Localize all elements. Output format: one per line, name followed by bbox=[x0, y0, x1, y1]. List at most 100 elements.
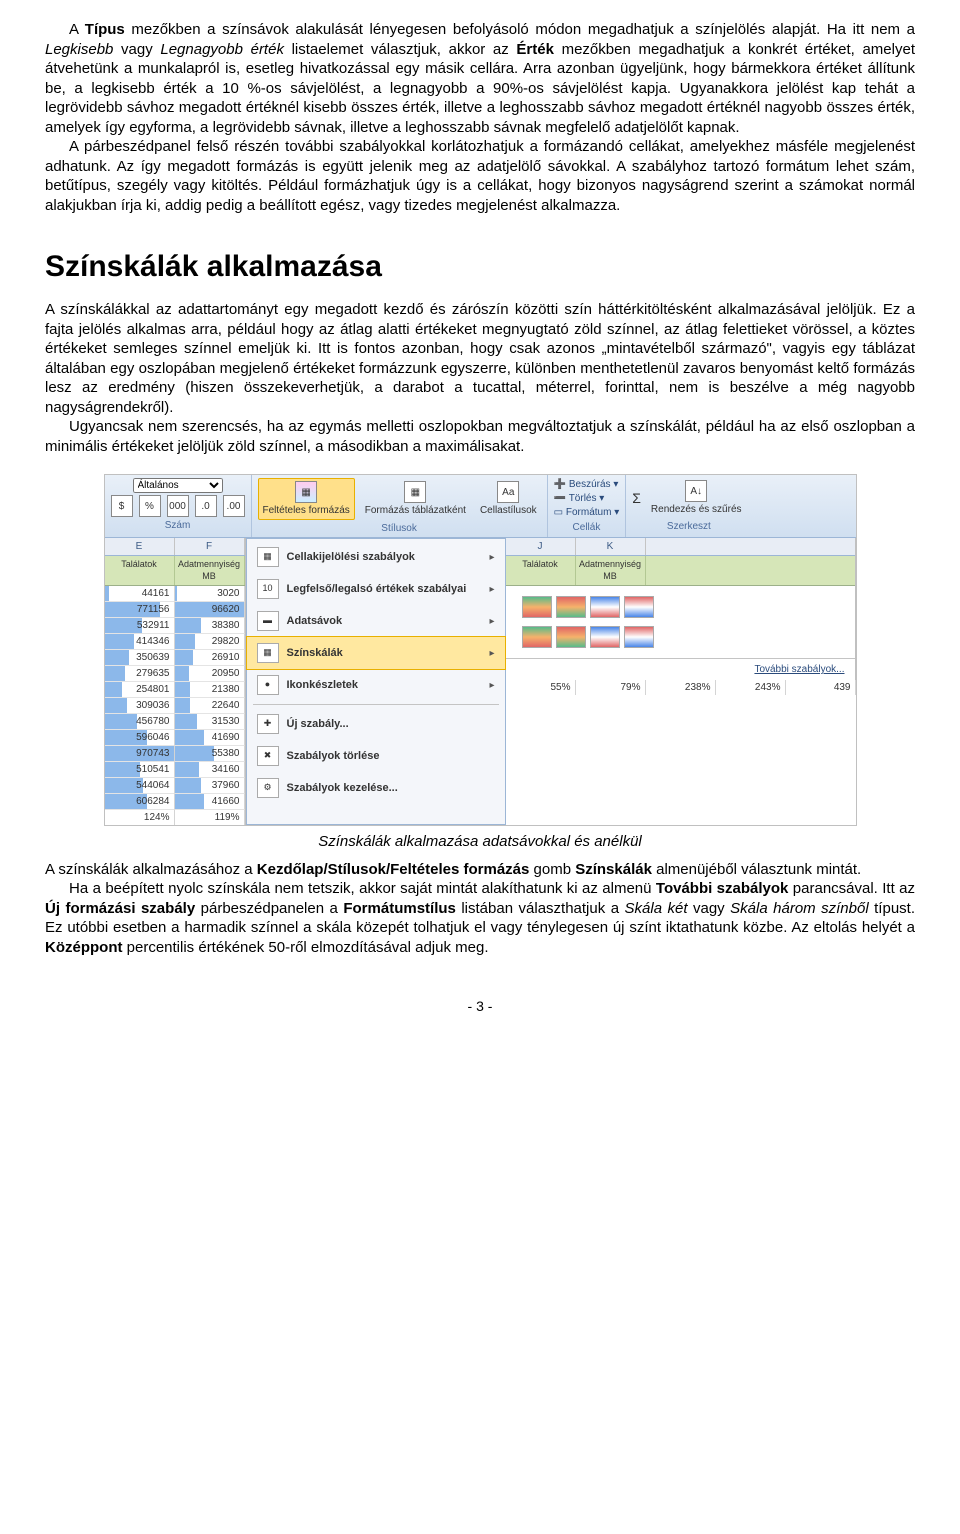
menu-item[interactable]: ⚙ Szabályok kezelése... bbox=[247, 772, 505, 804]
pct-cell: 439 bbox=[786, 680, 856, 695]
right-sheet: J K Találatok Adatmennyiség MB További s… bbox=[506, 538, 856, 680]
ribbon-group-cells: ➕ Beszúrás ▾ ➖ Törlés ▾ ▭ Formátum ▾ Cel… bbox=[548, 475, 627, 537]
figure-caption: Színskálák alkalmazása adatsávokkal és a… bbox=[45, 832, 915, 852]
table-cell[interactable]: 510541 bbox=[105, 762, 175, 778]
chevron-right-icon: ▸ bbox=[489, 583, 494, 596]
table-cell[interactable]: 350639 bbox=[105, 650, 175, 666]
table-cell[interactable]: 544064 bbox=[105, 778, 175, 794]
table-cell[interactable]: 309036 bbox=[105, 698, 175, 714]
table-cell[interactable]: 254801 bbox=[105, 682, 175, 698]
table-cell[interactable]: 96620 bbox=[175, 602, 245, 618]
paragraph-4: Ugyancsak nem szerencsés, ha az egymás m… bbox=[45, 417, 915, 456]
chevron-right-icon: ▸ bbox=[489, 615, 494, 628]
table-cell[interactable]: 55380 bbox=[175, 746, 245, 762]
inc-decimal-icon[interactable]: .0 bbox=[195, 495, 217, 517]
pct-cell: 243% bbox=[716, 680, 786, 695]
chevron-right-icon: ▸ bbox=[489, 551, 494, 564]
dec-decimal-icon[interactable]: .00 bbox=[223, 495, 245, 517]
table-cell[interactable]: 41660 bbox=[175, 794, 245, 810]
menu-item[interactable]: ▦Cellakijelölési szabályok▸ bbox=[247, 541, 505, 573]
insert-button[interactable]: ➕ Beszúrás ▾ bbox=[554, 478, 620, 491]
ribbon-group-styles: ▦ Feltételes formázás ▦ Formázás tábláza… bbox=[252, 475, 548, 537]
menu-item[interactable]: ✚Új szabály... bbox=[247, 708, 505, 740]
cond-fmt-menu: ▦Cellakijelölési szabályok▸10Legfelső/le… bbox=[246, 538, 506, 825]
menu-icon: ▦ bbox=[257, 547, 279, 567]
col-header[interactable]: F bbox=[175, 538, 245, 555]
page-number: - 3 - bbox=[45, 997, 915, 1015]
color-scale-swatches bbox=[512, 592, 849, 622]
more-rules-link[interactable]: További szabályok... bbox=[506, 658, 855, 680]
table-cell[interactable]: 29820 bbox=[175, 634, 245, 650]
paragraph-6: Ha a beépített nyolc színskála nem tetsz… bbox=[45, 879, 915, 957]
pct-cell: 124% bbox=[105, 810, 175, 825]
menu-item[interactable]: ▦Színskálák▸ bbox=[246, 636, 506, 670]
menu-label: Szabályok kezelése... bbox=[287, 781, 495, 795]
col-header[interactable]: J bbox=[506, 538, 576, 555]
delete-button[interactable]: ➖ Törlés ▾ bbox=[554, 492, 620, 505]
menu-icon: ⚙ bbox=[257, 778, 279, 798]
group-label-styles: Stílusok bbox=[381, 522, 417, 535]
heading-color-scales: Színskálák alkalmazása bbox=[45, 247, 915, 286]
format-button[interactable]: ▭ Formátum ▾ bbox=[554, 506, 620, 519]
table-cell[interactable]: 3020 bbox=[175, 586, 245, 602]
menu-icon: ✚ bbox=[257, 714, 279, 734]
menu-label: Ikonkészletek bbox=[287, 678, 482, 692]
data-header: Adatmennyiség MB bbox=[175, 556, 245, 585]
cell-styles-button[interactable]: Aa Cellastílusok bbox=[476, 479, 541, 519]
menu-item[interactable]: ✖Szabályok törlése bbox=[247, 740, 505, 772]
left-sheet: E F Találatok Adatmennyiség MB 441613020… bbox=[105, 538, 246, 825]
table-cell[interactable]: 532911 bbox=[105, 618, 175, 634]
data-header: Találatok bbox=[105, 556, 175, 585]
menu-item[interactable]: 10Legfelső/legalsó értékek szabályai▸ bbox=[247, 573, 505, 605]
table-cell[interactable]: 279635 bbox=[105, 666, 175, 682]
menu-label: Színskálák bbox=[287, 646, 482, 660]
table-cell[interactable]: 26910 bbox=[175, 650, 245, 666]
paragraph-1: A Típus mezőkben a színsávok alakulását … bbox=[45, 20, 915, 137]
percent-icon[interactable]: % bbox=[139, 495, 161, 517]
table-cell[interactable]: 606284 bbox=[105, 794, 175, 810]
table-cell[interactable]: 456780 bbox=[105, 714, 175, 730]
table-cell[interactable]: 31530 bbox=[175, 714, 245, 730]
color-scale-swatch[interactable] bbox=[522, 596, 552, 618]
format-as-table-button[interactable]: ▦ Formázás táblázatként bbox=[361, 479, 470, 519]
col-header[interactable]: E bbox=[105, 538, 175, 555]
table-cell[interactable]: 34160 bbox=[175, 762, 245, 778]
menu-icon: ✖ bbox=[257, 746, 279, 766]
number-format-select[interactable]: Általános bbox=[133, 478, 223, 493]
table-cell[interactable]: 414346 bbox=[105, 634, 175, 650]
color-scale-swatch[interactable] bbox=[590, 626, 620, 648]
table-cell[interactable]: 20950 bbox=[175, 666, 245, 682]
table-cell[interactable]: 970743 bbox=[105, 746, 175, 762]
table-cell[interactable]: 22640 bbox=[175, 698, 245, 714]
color-scale-swatch[interactable] bbox=[522, 626, 552, 648]
menu-icon: ▦ bbox=[257, 643, 279, 663]
color-scale-swatch[interactable] bbox=[624, 596, 654, 618]
color-scale-swatch[interactable] bbox=[624, 626, 654, 648]
menu-item[interactable]: ▬Adatsávok▸ bbox=[247, 605, 505, 637]
data-header: Adatmennyiség MB bbox=[576, 556, 646, 585]
group-label-cells: Cellák bbox=[573, 521, 601, 534]
sort-filter-button[interactable]: A↓ Rendezés és szűrés bbox=[647, 478, 746, 518]
cell-styles-icon: Aa bbox=[497, 481, 519, 503]
conditional-formatting-button[interactable]: ▦ Feltételes formázás bbox=[258, 478, 355, 520]
format-table-icon: ▦ bbox=[404, 481, 426, 503]
menu-item[interactable]: ●Ikonkészletek▸ bbox=[247, 669, 505, 701]
color-scale-swatch[interactable] bbox=[590, 596, 620, 618]
col-header[interactable]: K bbox=[576, 538, 646, 555]
table-cell[interactable]: 44161 bbox=[105, 586, 175, 602]
table-cell[interactable]: 771156 bbox=[105, 602, 175, 618]
paragraph-5: A színskálák alkalmazásához a Kezdőlap/S… bbox=[45, 860, 915, 880]
table-cell[interactable]: 37960 bbox=[175, 778, 245, 794]
currency-icon[interactable]: $ bbox=[111, 495, 133, 517]
group-label-edit: Szerkeszt bbox=[667, 520, 711, 533]
table-cell[interactable]: 41690 bbox=[175, 730, 245, 746]
chevron-right-icon: ▸ bbox=[489, 679, 494, 692]
color-scale-swatch[interactable] bbox=[556, 626, 586, 648]
table-cell[interactable]: 38380 bbox=[175, 618, 245, 634]
table-cell[interactable]: 21380 bbox=[175, 682, 245, 698]
table-cell[interactable]: 596046 bbox=[105, 730, 175, 746]
color-scale-swatch[interactable] bbox=[556, 596, 586, 618]
paragraph-2: A párbeszédpanel felső részén további sz… bbox=[45, 137, 915, 215]
comma-icon[interactable]: 000 bbox=[167, 495, 189, 517]
conditional-formatting-icon: ▦ bbox=[295, 481, 317, 503]
